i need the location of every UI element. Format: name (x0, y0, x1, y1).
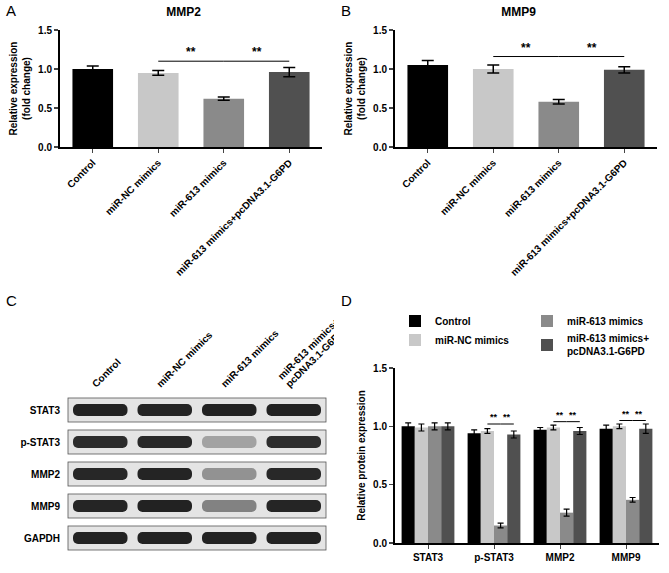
html-text:C: C (6, 292, 17, 309)
html-text:A: A (6, 2, 16, 19)
svg-text:**: ** (186, 45, 196, 59)
svg-text:MMP9: MMP9 (612, 552, 641, 563)
svg-text:miR-613 mimics+pcDNA3.1-G6PD: miR-613 mimics+pcDNA3.1-G6PD (567, 333, 649, 357)
svg-text:p-STAT3: p-STAT3 (20, 437, 60, 448)
svg-text:MMP9: MMP9 (31, 501, 60, 512)
svg-text:miR-613 mimics+pcDNA3.1-G6PD: miR-613 mimics+pcDNA3.1-G6PD (173, 157, 294, 278)
svg-text:**: ** (490, 412, 498, 422)
svg-text:p-STAT3: p-STAT3 (474, 552, 514, 563)
svg-text:miR-613 mimics+pcDNA3.1-G6PD: miR-613 mimics+pcDNA3.1-G6PD (276, 316, 334, 390)
svg-text:Relative expression(fold chang: Relative expression(fold change) (8, 42, 32, 136)
svg-text:miR-613 mimics: miR-613 mimics (219, 327, 281, 389)
svg-text:0.0: 0.0 (38, 142, 52, 153)
svg-text:**: ** (635, 409, 643, 419)
svg-text:1.5: 1.5 (373, 363, 387, 374)
svg-text:miR-NC mimics: miR-NC mimics (435, 335, 509, 346)
svg-text:1.0: 1.0 (373, 64, 387, 75)
svg-text:miR-613 mimics: miR-613 mimics (502, 157, 564, 219)
svg-text:0.0: 0.0 (373, 142, 387, 153)
svg-text:0.5: 0.5 (373, 103, 387, 114)
svg-text:Control: Control (400, 157, 433, 190)
svg-text:GAPDH: GAPDH (24, 533, 60, 544)
svg-text:Control: Control (90, 356, 123, 389)
svg-text:**: ** (503, 412, 511, 422)
svg-text:MMP2: MMP2 (546, 552, 575, 563)
svg-text:miR-NC mimics: miR-NC mimics (154, 329, 214, 389)
svg-text:**: ** (587, 41, 597, 55)
svg-text:miR-613 mimics+pcDNA3.1-G6PD: miR-613 mimics+pcDNA3.1-G6PD (508, 157, 629, 278)
svg-text:STAT3: STAT3 (30, 405, 61, 416)
svg-text:1.0: 1.0 (38, 64, 52, 75)
svg-text:Relative expression(fold chang: Relative expression(fold change) (343, 42, 367, 136)
svg-text:**: ** (569, 410, 577, 420)
svg-text:MMP2: MMP2 (166, 5, 201, 19)
svg-text:MMP9: MMP9 (501, 5, 536, 19)
svg-text:STAT3: STAT3 (413, 552, 444, 563)
svg-text:miR-613 mimics: miR-613 mimics (567, 316, 644, 327)
svg-text:Relative protein expression: Relative protein expression (356, 390, 367, 521)
svg-text:miR-NC mimics: miR-NC mimics (103, 157, 163, 217)
svg-text:**: ** (622, 409, 630, 419)
svg-text:1.5: 1.5 (373, 25, 387, 36)
svg-text:MMP2: MMP2 (31, 469, 60, 480)
svg-text:0.5: 0.5 (38, 103, 52, 114)
svg-text:Control: Control (435, 316, 471, 327)
svg-text:0.0: 0.0 (373, 538, 387, 549)
svg-text:Control: Control (65, 157, 98, 190)
svg-text:1.5: 1.5 (38, 25, 52, 36)
svg-text:miR-613 mimics: miR-613 mimics (167, 157, 229, 219)
svg-text:**: ** (556, 410, 564, 420)
svg-text:0.5: 0.5 (373, 479, 387, 490)
html-text:D: D (341, 292, 352, 309)
svg-text:**: ** (521, 41, 531, 55)
svg-text:miR-NC mimics: miR-NC mimics (438, 157, 498, 217)
svg-text:1.0: 1.0 (373, 421, 387, 432)
svg-text:**: ** (252, 45, 262, 59)
html-text:B: B (341, 2, 351, 19)
